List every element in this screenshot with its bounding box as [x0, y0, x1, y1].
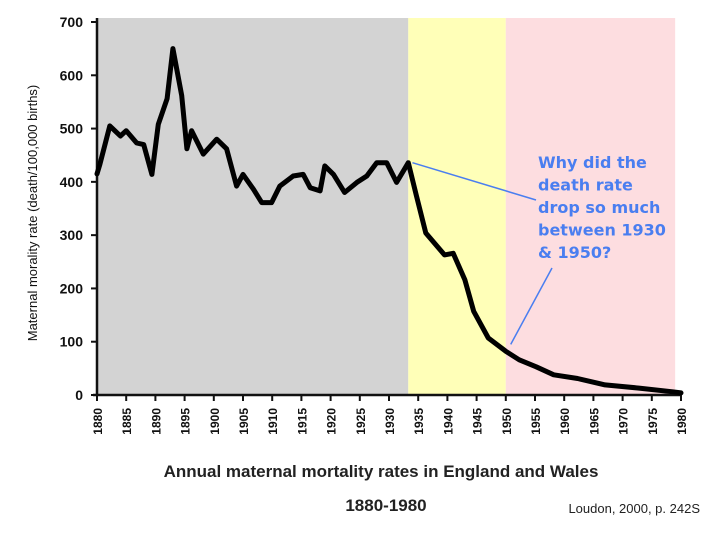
- x-tick-label: 1940: [441, 408, 455, 435]
- shaded-regions: [97, 18, 676, 395]
- shaded-region-0: [97, 18, 409, 395]
- source-citation: Loudon, 2000, p. 242S: [568, 501, 700, 516]
- y-tick-label: 300: [60, 227, 84, 243]
- x-tick-label: 1975: [646, 408, 660, 435]
- y-tick-label: 500: [60, 121, 84, 137]
- x-tick-label: 1910: [266, 408, 280, 435]
- y-axis-label: Maternal morality rate (death/100,000 bi…: [25, 85, 40, 342]
- y-tick-label: 600: [60, 67, 84, 83]
- chart-subtitle: 1880-1980: [345, 496, 426, 515]
- annotation-text-line: death rate: [538, 176, 633, 195]
- annotation-text-line: drop so much: [538, 198, 660, 217]
- x-tick-label: 1900: [208, 408, 222, 435]
- x-tick-label: 1890: [149, 408, 163, 435]
- series-line: [94, 46, 684, 396]
- x-tick-label: 1960: [558, 408, 572, 435]
- y-tick-label: 100: [60, 334, 84, 350]
- x-tick-label: 1965: [587, 408, 601, 435]
- x-tick-labels: 1880 1885 1890 1895 1900 1905 1910 1915 1920 1925…: [91, 408, 689, 435]
- annotation: Why did the death rate drop so much between…: [412, 153, 666, 345]
- y-tick-labels: 0 100 200 300 400 500 600 700: [60, 14, 84, 403]
- x-tick-label: 1920: [325, 408, 339, 435]
- x-tick-label: 1880: [91, 408, 105, 435]
- annotation-text-line: & 1950?: [538, 243, 611, 262]
- x-tick-label: 1925: [354, 408, 368, 435]
- x-tick-label: 1905: [237, 408, 251, 435]
- shaded-region-2: [505, 18, 676, 395]
- x-tick-label: 1945: [471, 408, 485, 435]
- x-tick-label: 1970: [617, 408, 631, 435]
- y-tick-label: 0: [75, 387, 83, 403]
- x-tick-label: 1885: [120, 408, 134, 435]
- y-tick-label: 400: [60, 174, 84, 190]
- x-tick-label: 1895: [179, 408, 193, 435]
- y-tick-label: 700: [60, 14, 84, 30]
- y-tick-label: 200: [60, 280, 84, 296]
- x-tick-label: 1930: [383, 408, 397, 435]
- annotation-pointer-line: [510, 267, 553, 345]
- annotation-text-line: between 1930: [538, 221, 666, 240]
- annotation-text-line: Why did the: [538, 153, 647, 172]
- x-tick-label: 1915: [295, 408, 309, 435]
- x-tick-label: 1955: [529, 408, 543, 435]
- x-tick-label: 1980: [675, 408, 689, 435]
- x-tick-label: 1935: [412, 408, 426, 435]
- annotation-pointer-line: [412, 161, 537, 201]
- chart-title: Annual maternal mortality rates in Engla…: [164, 462, 599, 481]
- shaded-region-1: [408, 18, 506, 395]
- x-tick-label: 1950: [500, 408, 514, 435]
- axes: [91, 18, 682, 401]
